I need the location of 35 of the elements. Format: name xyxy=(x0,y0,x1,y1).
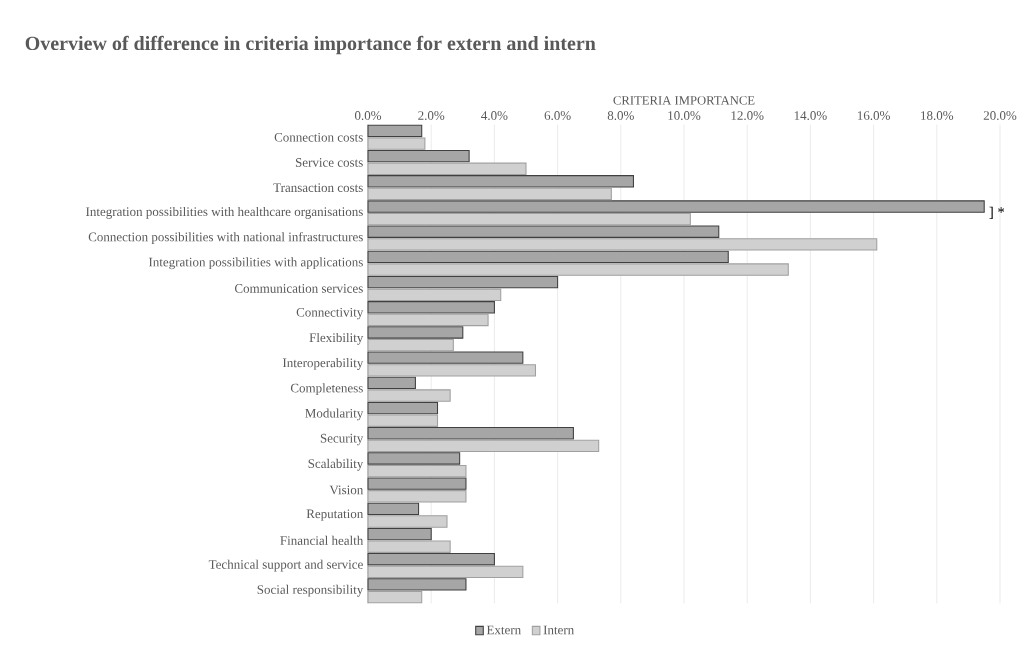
y-tick-label: Modularity xyxy=(305,408,364,421)
y-tick-label: Interoperability xyxy=(282,358,364,370)
y-tick-label: Connection possibilities with national infrastructures xyxy=(88,232,363,244)
x-tick-label: 6.0% xyxy=(544,111,571,120)
x-tick-label: 12.0% xyxy=(731,111,764,120)
y-tick-label: Scalability xyxy=(308,458,364,471)
y-tick-label: Integration possibilities with applications xyxy=(148,257,363,270)
legend-label: Extern xyxy=(486,625,521,635)
x-tick-label: 20.0% xyxy=(983,111,1017,120)
y-tick-label: Security xyxy=(320,433,364,446)
y-tick-label: Social responsibility xyxy=(257,584,364,597)
annotation: ] * xyxy=(989,206,1005,219)
x-tick-label: 2.0% xyxy=(418,111,445,120)
y-tick-label: Integration possibilities with healthcare organisations xyxy=(86,206,363,219)
y-tick-label: Reputation xyxy=(306,509,364,521)
x-tick-label: 8.0% xyxy=(607,111,634,120)
x-axis-title: CRITERIA IMPORTANCE xyxy=(613,96,755,105)
y-tick-label: Completeness xyxy=(290,383,363,396)
chart-title: Overview of difference in criteria importance for extern and intern xyxy=(25,35,596,55)
y-tick-label: Connectivity xyxy=(296,307,364,320)
y-tick-label: Flexibility xyxy=(309,332,364,345)
y-tick-label: Communication services xyxy=(234,284,363,293)
x-tick-label: 18.0% xyxy=(921,111,954,120)
x-tick-label: 14.0% xyxy=(794,111,827,120)
y-tick-label: Financial health xyxy=(280,535,364,545)
y-tick-label: Service costs xyxy=(295,158,363,167)
y-tick-label: Technical support and service xyxy=(208,559,363,572)
x-tick-label: 10.0% xyxy=(668,111,701,120)
y-tick-label: Transaction costs xyxy=(273,183,363,193)
x-tick-label: 4.0% xyxy=(481,111,508,120)
x-tick-label: 0.0% xyxy=(354,111,382,120)
y-tick-label: Vision xyxy=(329,485,364,495)
x-tick-label: 16.0% xyxy=(857,111,890,120)
legend-label: Intern xyxy=(543,625,574,635)
y-tick-label: Connection costs xyxy=(274,132,363,142)
